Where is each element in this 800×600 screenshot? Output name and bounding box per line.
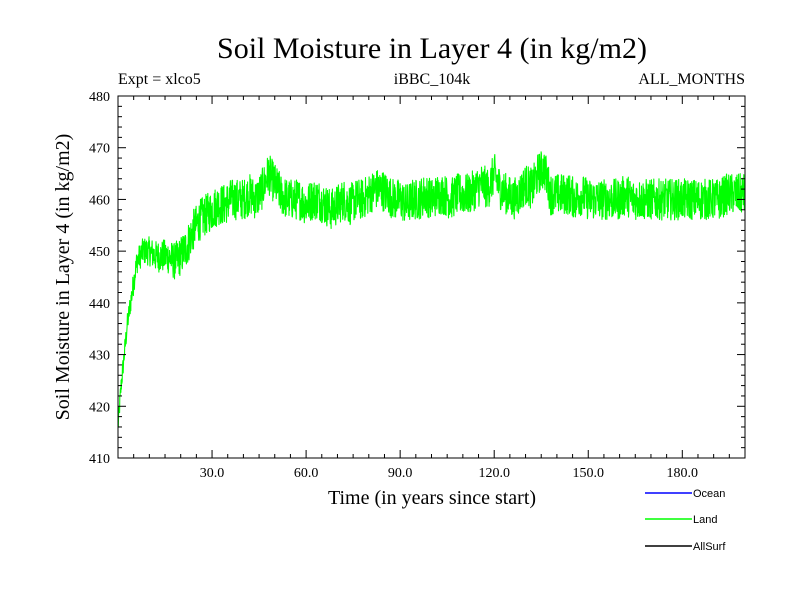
experiment-label: Expt = xlco5 [118,71,201,88]
legend-label-ocean: Ocean [693,488,725,500]
x-axis-label: Time (in years since start) [328,487,536,509]
legend: Ocean Land AllSurf [645,488,726,553]
chart-title: Soil Moisture in Layer 4 (in kg/m2) [217,32,647,65]
plot-data-layer [117,151,746,428]
y-tick-label: 450 [89,245,110,260]
y-tick-label: 420 [89,400,110,415]
x-tick-label: 30.0 [200,466,225,481]
y-tick-label: 410 [89,452,110,467]
legend-label-land: Land [693,514,717,526]
x-tick-label: 120.0 [478,466,510,481]
series-line-land [117,151,746,428]
y-tick-label: 480 [89,90,110,105]
y-tick-label: 430 [89,349,110,364]
y-tick-label: 460 [89,193,110,208]
x-tick-label: 60.0 [294,466,319,481]
y-tick-label: 440 [89,297,110,312]
legend-label-allsurf: AllSurf [693,541,726,553]
x-tick-label: 150.0 [573,466,605,481]
y-axis-ticks: 410 420 430 440 450 460 470 480 [89,90,745,467]
x-tick-label: 90.0 [388,466,413,481]
y-tick-label: 470 [89,142,110,157]
run-id-label: iBBC_104k [394,71,470,88]
y-axis-label: Soil Moisture in Layer 4 (in kg/m2) [52,134,74,421]
x-axis-ticks: 30.0 60.0 90.0 120.0 150.0 180.0 [117,96,746,481]
x-tick-label: 180.0 [667,466,699,481]
months-label: ALL_MONTHS [638,71,745,88]
plot-frame [117,95,746,459]
